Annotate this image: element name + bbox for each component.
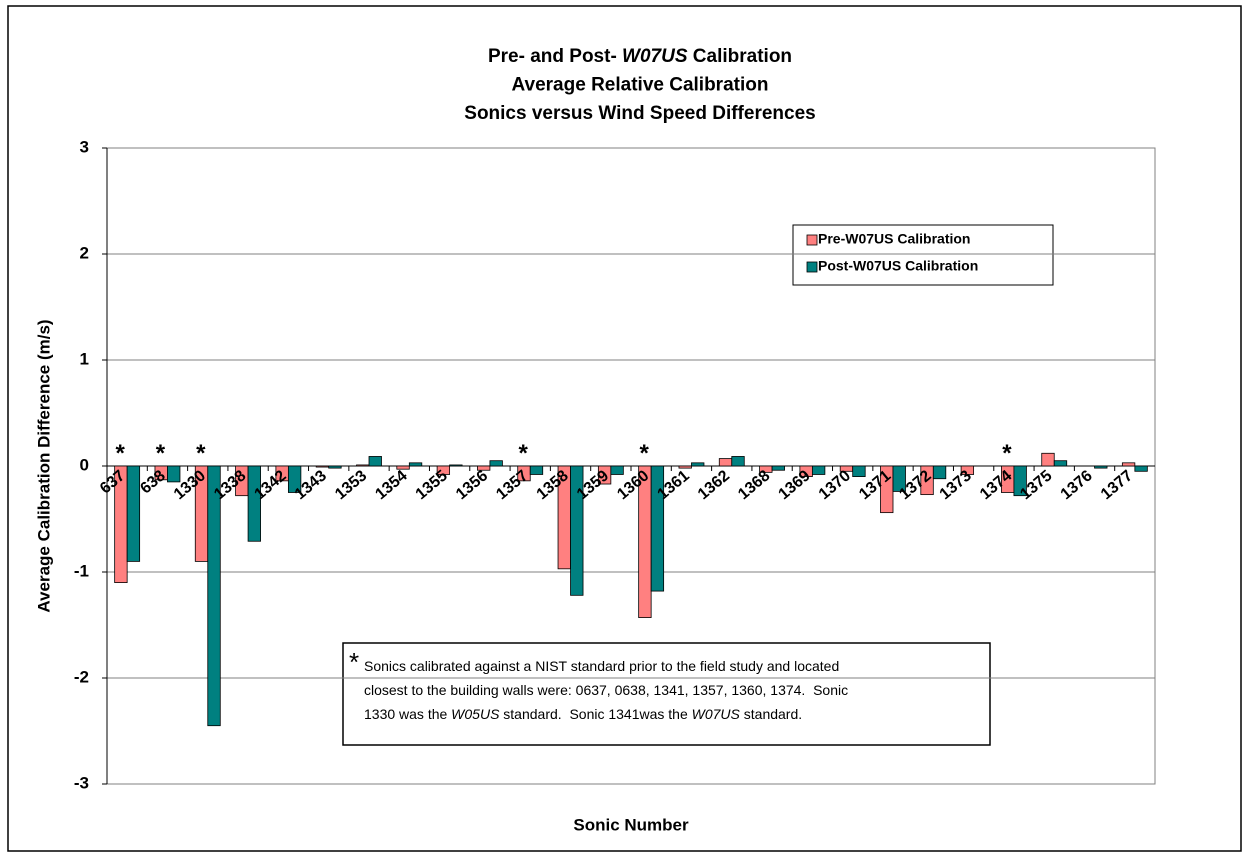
bar <box>328 465 342 469</box>
bar <box>1134 465 1148 472</box>
note-line: Sonics calibrated against a NIST standar… <box>364 658 839 674</box>
y-tick-label: 0 <box>80 455 89 474</box>
legend-label: Post-W07US Calibration <box>818 258 978 274</box>
note-line-part: Sonics calibrated against a NIST standar… <box>364 658 839 674</box>
bar <box>477 465 491 471</box>
bar <box>960 465 975 475</box>
marker-label: * <box>519 440 529 467</box>
bar <box>1013 465 1027 497</box>
bar <box>771 465 785 471</box>
note-line-part: W07US <box>692 706 741 722</box>
chart-title-part: Average Relative Calibration <box>512 75 769 96</box>
legend <box>792 224 1054 286</box>
bar <box>731 456 745 467</box>
y-tick-label: -2 <box>74 667 89 686</box>
bar <box>570 465 584 596</box>
note-box <box>342 642 991 746</box>
y-tick-label: 3 <box>80 137 89 156</box>
bar <box>449 464 463 467</box>
bar <box>610 465 624 475</box>
note-line-part: 1330 was the <box>364 706 451 722</box>
chart-title: Sonics versus Wind Speed Differences <box>464 103 815 124</box>
y-tick-label: 1 <box>80 349 89 368</box>
bar <box>529 465 544 475</box>
chart-title-part: Sonics versus Wind Speed Differences <box>464 103 815 124</box>
note-marker: * <box>349 647 359 677</box>
bar <box>650 465 665 592</box>
bar <box>1121 462 1136 467</box>
bar <box>396 465 410 470</box>
note-line-part: W05US <box>451 706 500 722</box>
bar <box>356 464 370 467</box>
x-axis-title: Sonic Number <box>573 815 689 834</box>
bar <box>489 460 503 467</box>
note-line-part: standard. Sonic 1341was the <box>499 706 691 722</box>
bar <box>1053 460 1068 467</box>
marker-label: * <box>156 440 166 467</box>
note-line: closest to the building walls were: 0637… <box>364 682 848 698</box>
chart-title-part: W07US <box>622 46 688 67</box>
marker-label: * <box>115 440 125 467</box>
chart-title: Pre- and Post- W07US Calibration <box>488 46 792 67</box>
legend-swatch <box>806 261 818 273</box>
bar <box>932 465 947 480</box>
bar <box>718 458 733 467</box>
chart-title-part: Pre- and Post- <box>488 46 622 67</box>
chart-title: Average Relative Calibration <box>512 75 769 96</box>
bar <box>1094 465 1108 469</box>
bar <box>811 465 826 475</box>
bar <box>597 465 612 485</box>
bar <box>368 456 382 467</box>
bar <box>920 465 934 496</box>
y-tick-label: -1 <box>74 561 89 580</box>
bar <box>892 465 906 492</box>
bar <box>287 465 302 493</box>
y-tick-label: -3 <box>74 773 89 792</box>
legend-swatch <box>806 234 818 246</box>
y-tick-label: 2 <box>80 243 89 262</box>
bar <box>167 465 181 483</box>
note-line-part: standard. <box>740 706 802 722</box>
note-line: 1330 was the W05US standard. Sonic 1341w… <box>364 706 802 722</box>
bar <box>408 462 423 467</box>
y-axis-title: Average Calibration Difference (m/s) <box>34 319 53 612</box>
bar <box>1041 452 1055 467</box>
bar <box>852 465 866 478</box>
bar <box>678 465 692 469</box>
bar <box>691 462 705 467</box>
note-line-part: closest to the building walls were: 0637… <box>364 682 848 698</box>
chart-title-part: Calibration <box>688 46 793 67</box>
bar <box>436 465 451 475</box>
bar <box>247 465 261 542</box>
marker-label: * <box>639 440 649 467</box>
bar <box>207 465 221 727</box>
bar <box>126 465 141 562</box>
legend-label: Pre-W07US Calibration <box>818 231 970 247</box>
marker-label: * <box>1002 440 1012 467</box>
marker-label: * <box>196 440 206 467</box>
